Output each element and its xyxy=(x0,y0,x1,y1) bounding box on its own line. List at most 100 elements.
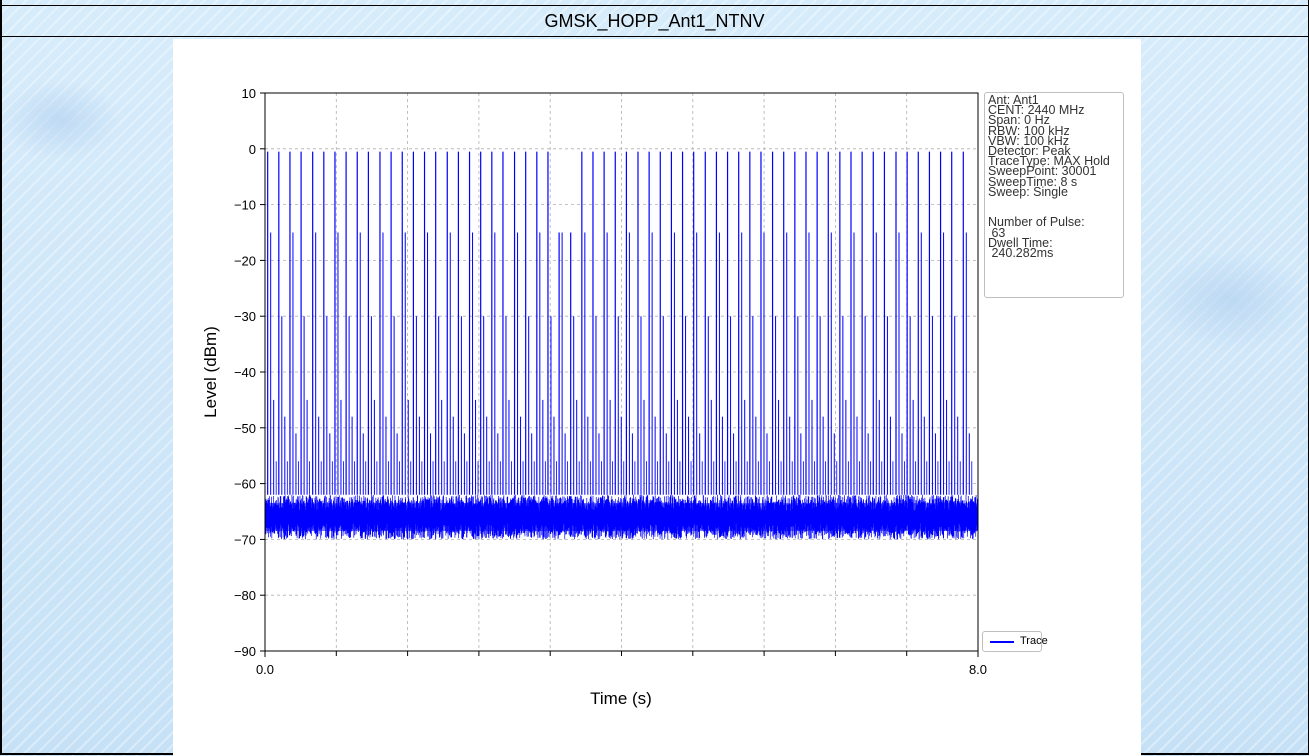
trace-pulse xyxy=(547,151,557,495)
y-axis-label: Level (dBm) xyxy=(201,326,220,418)
trace-pulse xyxy=(390,151,401,495)
trace-pulse xyxy=(637,151,647,495)
trace-pulse xyxy=(760,151,770,495)
y-tick-label: −40 xyxy=(234,365,256,380)
page-title: GMSK_HOPP_Ant1_NTNV xyxy=(0,6,1309,37)
trace-pulse xyxy=(659,151,670,495)
trace-pulse xyxy=(839,151,849,495)
y-tick-label: −50 xyxy=(234,421,256,436)
trace-pulse xyxy=(267,151,277,495)
trace-pulse xyxy=(906,151,917,495)
info-line: 240.282ms xyxy=(988,246,1054,261)
trace-pulse xyxy=(805,151,815,495)
info-line: Sweep: Single xyxy=(988,184,1068,199)
trace-pulse xyxy=(895,151,905,495)
grid-layer xyxy=(265,93,978,651)
trace-pulse xyxy=(726,151,737,495)
measurement-info-box: Ant: Ant1 CENT: 2440 MHz Span: 0 Hz RBW: 10… xyxy=(984,92,1124,298)
trace-pulse xyxy=(794,151,804,495)
trace-pulse xyxy=(289,151,299,495)
trace-pulse xyxy=(312,151,322,495)
trace-pulse xyxy=(334,151,344,495)
trace-pulse xyxy=(570,232,580,495)
legend-trace-label: Trace xyxy=(1020,635,1048,647)
trace-pulse xyxy=(401,151,412,495)
info-line: 63 xyxy=(988,225,1006,240)
info-line: SweepTime: 8 s xyxy=(988,174,1078,189)
trace-pulse xyxy=(614,151,625,495)
y-tick-label: −20 xyxy=(234,253,256,268)
trace-pulse xyxy=(693,151,703,495)
trace-pulse xyxy=(356,151,367,495)
trace-pulse xyxy=(592,151,602,495)
legend: Trace xyxy=(982,631,1048,652)
trace-pulse xyxy=(883,151,894,495)
trace-pulse xyxy=(625,151,636,495)
x-axis-label: Time (s) xyxy=(590,689,652,708)
trace-pulse xyxy=(951,151,961,495)
trace-pulse xyxy=(323,151,333,495)
y-tick-label: −60 xyxy=(234,477,256,492)
trace-pulse xyxy=(827,151,838,495)
trace-layer xyxy=(264,151,979,540)
trace-pulse xyxy=(939,151,950,495)
y-tick-label: −80 xyxy=(234,588,256,603)
trace-pulse xyxy=(491,151,501,495)
top-border xyxy=(0,5,1309,6)
info-line: VBW: 100 kHz xyxy=(988,133,1070,148)
info-line: RBW: 100 kHz xyxy=(988,123,1070,138)
trace-pulse xyxy=(670,151,681,495)
trace-pulse xyxy=(502,151,512,495)
x-tick-label: 8.0 xyxy=(969,662,987,677)
trace-pulse xyxy=(917,151,928,495)
trace-pulse xyxy=(581,151,591,495)
y-tick-label: −30 xyxy=(234,309,256,324)
info-line: CENT: 2440 MHz xyxy=(988,103,1085,118)
y-tick-label: −70 xyxy=(234,532,256,547)
info-line: SweepPoint: 30001 xyxy=(988,164,1097,179)
trace-pulse xyxy=(423,151,434,495)
trace-pulse xyxy=(603,151,614,495)
trace-pulse xyxy=(648,151,659,495)
legend-trace-swatch xyxy=(990,641,1014,643)
info-line: Detector: Peak xyxy=(988,144,1071,159)
info-line: Dwell Time: xyxy=(988,235,1053,250)
trace-pulse xyxy=(962,151,973,495)
y-tick-label: 0 xyxy=(249,142,256,157)
y-tick-label: 10 xyxy=(242,86,256,101)
trace-pulse xyxy=(861,151,872,495)
trace-pulse xyxy=(715,151,726,495)
trace-pulse xyxy=(446,151,457,495)
y-tick-label: −90 xyxy=(234,644,256,659)
trace-pulse xyxy=(379,151,389,495)
trace-pulse xyxy=(850,151,860,495)
trace-pulse xyxy=(681,151,692,495)
trace-pulse xyxy=(367,151,378,495)
x-tick-label: 0.0 xyxy=(256,662,274,677)
trace-pulse xyxy=(513,151,524,495)
info-line: Number of Pulse: xyxy=(988,215,1085,230)
trace-pulse xyxy=(525,151,535,495)
trace-pulse xyxy=(872,151,883,495)
info-line: Ant: Ant1 xyxy=(988,93,1039,107)
chart-panel: 10 0 −10 −20 −30 −40 −50 −60 −70 −80 −90 0.0 8.0 Tim… xyxy=(173,39,1141,756)
info-line: TraceType: MAX Hold xyxy=(988,154,1110,169)
trace-pulse xyxy=(278,151,288,495)
trace-pulse xyxy=(749,151,759,495)
trace-pulse xyxy=(536,151,546,495)
trace-pulse xyxy=(816,151,827,495)
trace-pulse xyxy=(704,151,715,495)
trace-floor-band xyxy=(265,503,978,532)
trace-pulse xyxy=(783,151,793,495)
trace-pulse xyxy=(345,151,356,495)
info-line: Span: 0 Hz xyxy=(988,113,1050,128)
trace-pulse xyxy=(771,151,782,495)
trace-pulse xyxy=(300,151,310,495)
trace-pulse xyxy=(435,151,445,495)
trace-pulse xyxy=(457,151,468,495)
trace-pulse xyxy=(738,151,748,495)
trace-pulse xyxy=(928,151,939,495)
trace-pulse xyxy=(468,151,479,495)
trace-pulse xyxy=(412,151,423,495)
trace-pulse xyxy=(558,232,569,495)
